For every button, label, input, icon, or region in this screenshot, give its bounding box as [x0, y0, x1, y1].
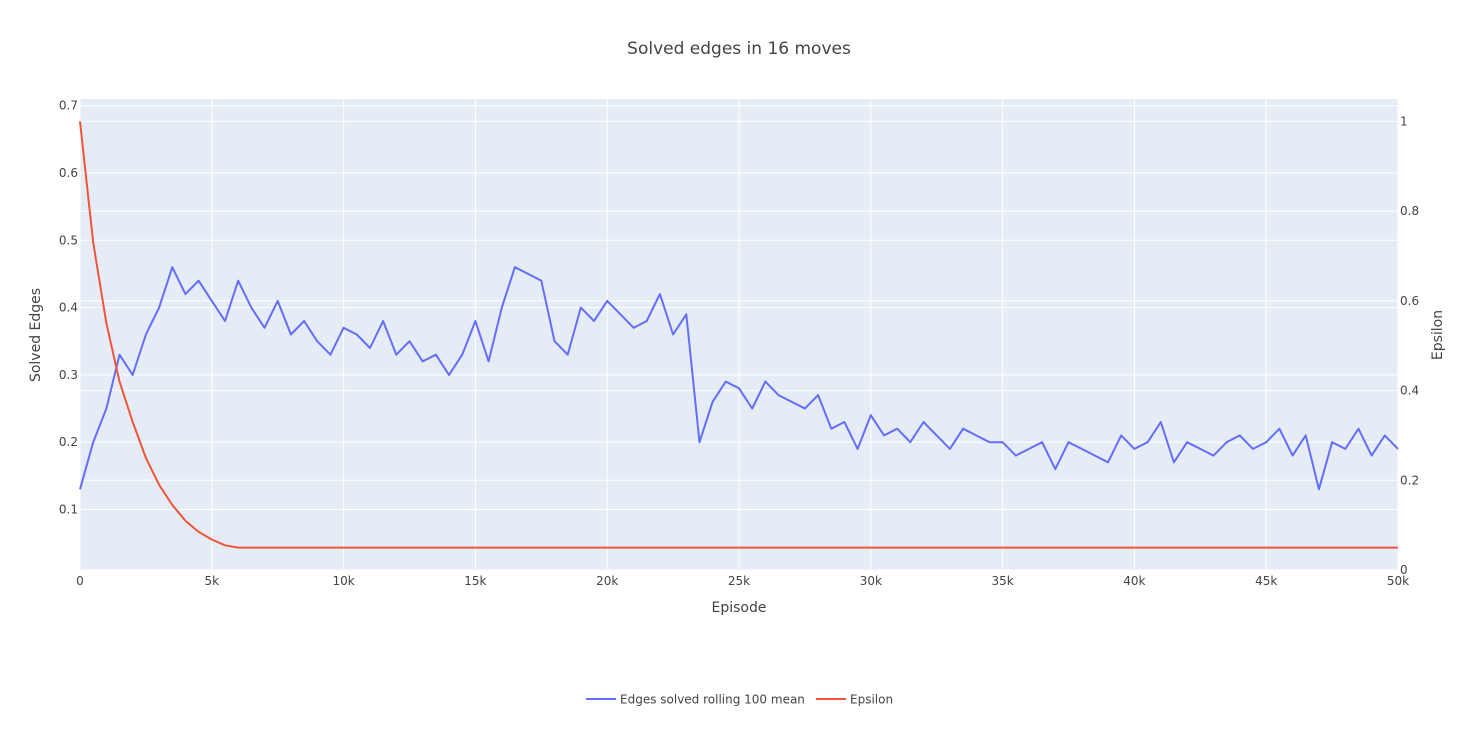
y-tick-label: 0.7	[59, 99, 78, 113]
y-tick-label: 0.2	[59, 435, 78, 449]
axes: 0 5k 10k 15k 20k 25k 30k 35k 40k 45k 50k 0.1 0.2 0.3 0…	[59, 99, 1419, 588]
x-tick-label: 40k	[1123, 574, 1145, 588]
y2-tick-label: 0.4	[1400, 384, 1419, 398]
x-tick-label: 35k	[991, 574, 1013, 588]
legend-item-epsilon[interactable]: Epsilon	[816, 693, 893, 707]
x-tick-label: 25k	[728, 574, 750, 588]
legend: Edges solved rolling 100 mean Epsilon	[586, 693, 893, 707]
legend-label-epsilon: Epsilon	[850, 693, 893, 707]
grid-lines	[79, 99, 1399, 571]
y2-tick-label: 1	[1400, 114, 1408, 128]
y-tick-label: 0.1	[59, 502, 78, 516]
chart-title: Solved edges in 16 moves	[627, 39, 851, 59]
x-tick-label: 0	[76, 574, 84, 588]
x-tick-label: 45k	[1255, 574, 1277, 588]
y-tick-label: 0.4	[59, 301, 78, 315]
y-tick-label: 0.3	[59, 368, 78, 382]
x-axis-title: Episode	[712, 600, 767, 616]
x-tick-label: 30k	[860, 574, 882, 588]
x-tick-label: 50k	[1387, 574, 1409, 588]
x-tick-label: 10k	[332, 574, 354, 588]
series-line-epsilon	[79, 121, 1398, 549]
x-tick-label: 20k	[596, 574, 618, 588]
series-lines	[79, 121, 1399, 549]
y2-tick-label: 0.2	[1400, 473, 1419, 487]
y-tick-label: 0.6	[59, 166, 78, 180]
y2-tick-label: 0.6	[1400, 294, 1419, 308]
y2-tick-label: 0	[1400, 563, 1408, 577]
y-tick-label: 0.5	[59, 233, 78, 247]
x-tick-label: 5k	[205, 574, 220, 588]
y2-tick-label: 0.8	[1400, 204, 1419, 218]
series-line-edges-rolling-mean	[79, 266, 1399, 491]
y2-axis-title: Epsilon	[1430, 310, 1446, 360]
x-tick-label: 15k	[464, 574, 486, 588]
y-axis-title: Solved Edges	[28, 288, 44, 382]
legend-label-edges: Edges solved rolling 100 mean	[620, 693, 805, 707]
legend-item-edges-rolling-mean[interactable]: Edges solved rolling 100 mean	[586, 693, 805, 707]
